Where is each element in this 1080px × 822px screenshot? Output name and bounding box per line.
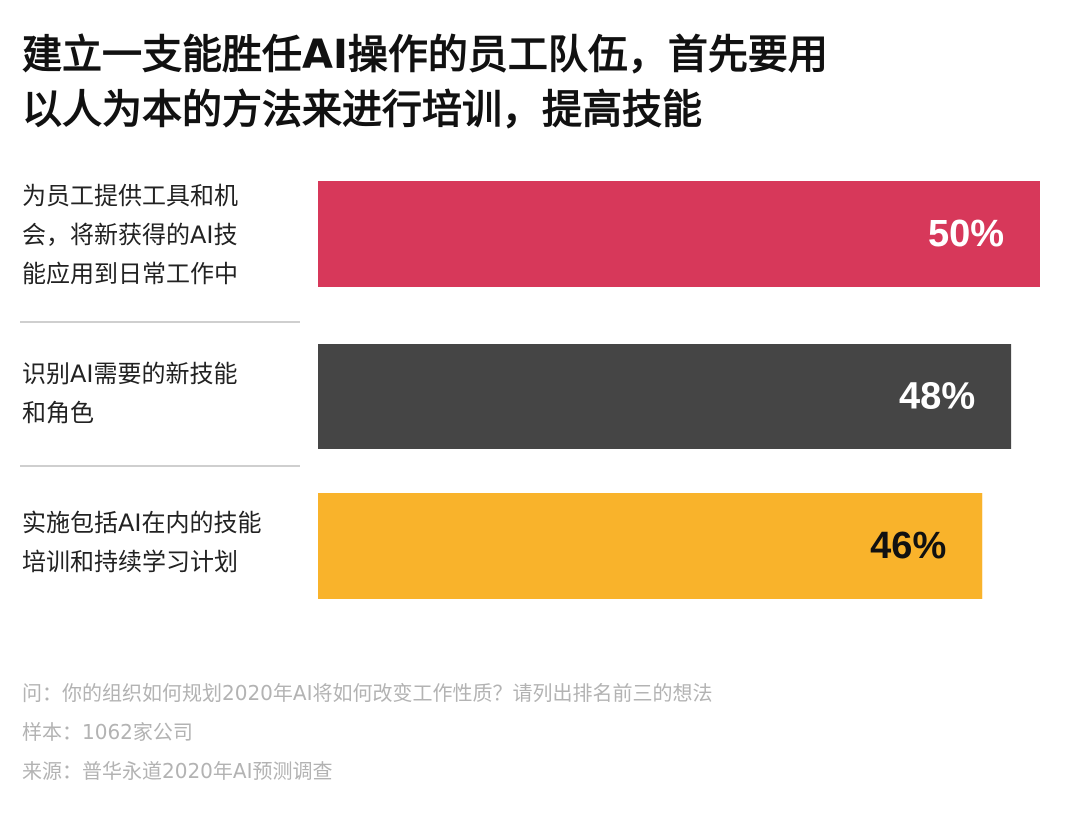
bar-value-label-1: 50%	[928, 213, 1004, 255]
chart-title-line-1: 建立一支能胜任AI操作的员工队伍，首先要用	[22, 32, 828, 78]
bar-2	[318, 344, 1012, 449]
footnote-source: 来源：普华永道2020年AI预测调查	[22, 759, 333, 783]
category-label-2-line-1: 识别AI需要的新技能	[22, 360, 238, 388]
category-label-3-line-1: 实施包括AI在内的技能	[22, 509, 262, 537]
row-divider-2	[20, 465, 300, 467]
category-label-1-line-3: 能应用到日常工作中	[22, 260, 238, 288]
bar-value-label-3: 46%	[870, 525, 946, 567]
chart-title-line-2: 以人为本的方法来进行培训，提高技能	[22, 87, 702, 133]
category-label-1-line-2: 会，将新获得的AI技	[22, 221, 238, 249]
category-label-3: 实施包括AI在内的技能 培训和持续学习计划	[22, 504, 312, 582]
bar-1	[318, 181, 1040, 287]
category-label-3-line-2: 培训和持续学习计划	[22, 548, 238, 576]
footnote-sample: 样本：1062家公司	[22, 720, 193, 744]
category-label-1-line-1: 为员工提供工具和机	[22, 182, 238, 210]
footnotes: 问：你的组织如何规划2020年AI将如何改变工作性质？请列出排名前三的想法 样本…	[22, 674, 1022, 791]
footnote-question: 问：你的组织如何规划2020年AI将如何改变工作性质？请列出排名前三的想法	[22, 681, 713, 705]
row-divider-1	[20, 321, 300, 323]
bar-3	[318, 493, 983, 599]
category-label-2-line-2: 和角色	[22, 399, 94, 427]
category-label-2: 识别AI需要的新技能 和角色	[22, 355, 312, 433]
chart-title: 建立一支能胜任AI操作的员工队伍，首先要用 以人为本的方法来进行培训，提高技能	[22, 28, 1022, 138]
bar-value-label-2: 48%	[899, 376, 975, 418]
category-label-1: 为员工提供工具和机 会，将新获得的AI技 能应用到日常工作中	[22, 177, 312, 294]
